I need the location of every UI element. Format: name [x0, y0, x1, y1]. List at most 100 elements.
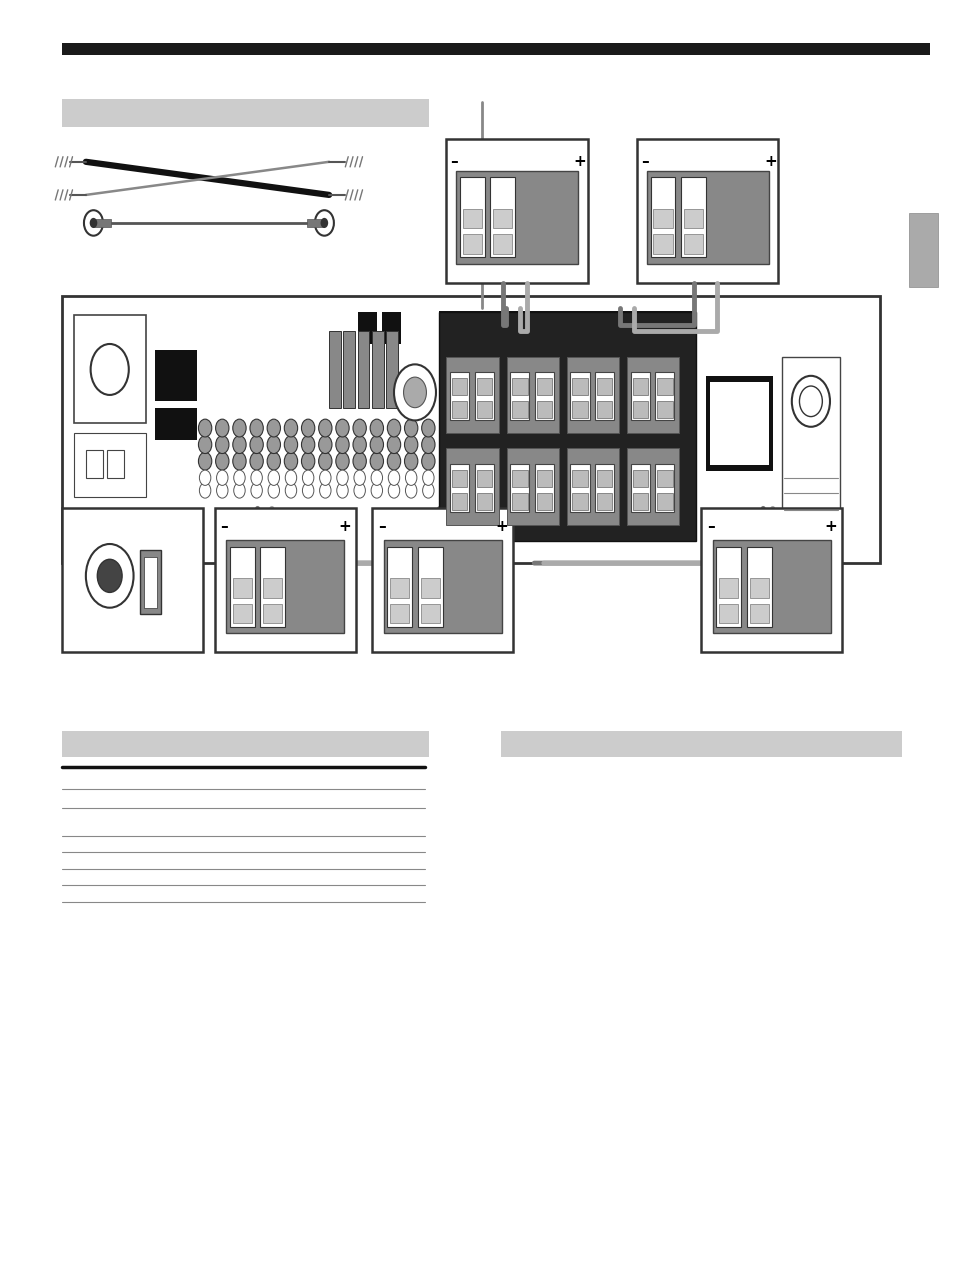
Circle shape [250, 419, 263, 437]
Circle shape [215, 452, 229, 470]
Bar [438, 312, 696, 541]
Circle shape [251, 470, 262, 485]
Circle shape [421, 452, 435, 470]
Bar [452, 493, 467, 510]
Circle shape [302, 470, 314, 485]
Bar [597, 378, 612, 395]
Text: +: + [763, 154, 777, 169]
Circle shape [421, 436, 435, 454]
Bar [657, 493, 672, 510]
Bar [510, 464, 529, 512]
Circle shape [90, 218, 97, 228]
Bar [476, 470, 492, 487]
Circle shape [267, 452, 280, 470]
Bar [230, 547, 254, 627]
Bar [506, 357, 558, 433]
Bar [459, 177, 484, 257]
Bar [62, 296, 879, 563]
Bar [450, 464, 469, 512]
Bar [572, 493, 587, 510]
Circle shape [371, 470, 382, 485]
Bar [653, 234, 672, 254]
Text: –: – [450, 154, 457, 169]
Text: –: – [220, 519, 228, 534]
Bar [144, 557, 157, 608]
Bar [746, 547, 771, 627]
Bar [357, 312, 376, 344]
Bar [417, 547, 442, 627]
Bar [597, 401, 612, 418]
Bar [154, 350, 197, 401]
Circle shape [284, 419, 297, 437]
Bar [749, 604, 768, 623]
Bar [452, 470, 467, 487]
Bar [74, 433, 146, 497]
Bar [214, 508, 355, 652]
Circle shape [199, 483, 211, 498]
Bar [226, 540, 344, 633]
Circle shape [216, 470, 228, 485]
Bar [597, 470, 612, 487]
Bar [456, 171, 578, 264]
Bar [512, 378, 527, 395]
Circle shape [314, 210, 334, 236]
Circle shape [319, 483, 331, 498]
Bar [637, 139, 778, 283]
Bar [62, 508, 203, 652]
Text: +: + [823, 519, 837, 534]
Circle shape [421, 419, 435, 437]
Circle shape [336, 483, 348, 498]
Circle shape [353, 419, 366, 437]
Bar [420, 604, 439, 623]
Circle shape [799, 386, 821, 417]
Circle shape [405, 483, 416, 498]
Circle shape [285, 470, 296, 485]
Circle shape [301, 419, 314, 437]
Bar [595, 372, 614, 420]
Bar [712, 540, 830, 633]
Bar [475, 372, 494, 420]
Circle shape [318, 452, 332, 470]
Bar [420, 578, 439, 598]
Bar [566, 448, 618, 525]
Bar [490, 177, 515, 257]
Circle shape [215, 436, 229, 454]
Circle shape [422, 470, 434, 485]
Bar [493, 234, 512, 254]
Bar [646, 171, 768, 264]
Circle shape [216, 483, 228, 498]
Circle shape [301, 436, 314, 454]
Bar [632, 378, 647, 395]
Bar [500, 731, 901, 757]
Bar [632, 470, 647, 487]
Circle shape [387, 419, 400, 437]
Bar [438, 311, 696, 334]
Bar [307, 219, 324, 227]
Bar [372, 331, 383, 408]
Circle shape [91, 344, 129, 395]
Bar [705, 376, 772, 471]
Bar [462, 234, 481, 254]
Bar [233, 578, 252, 598]
Text: +: + [573, 154, 586, 169]
Bar [372, 508, 513, 652]
Bar [512, 401, 527, 418]
Circle shape [84, 210, 103, 236]
Circle shape [268, 483, 279, 498]
Circle shape [354, 470, 365, 485]
Circle shape [388, 470, 399, 485]
Circle shape [370, 419, 383, 437]
Circle shape [233, 483, 245, 498]
Bar [630, 464, 649, 512]
Circle shape [370, 436, 383, 454]
Bar [537, 470, 552, 487]
Circle shape [353, 436, 366, 454]
Circle shape [404, 419, 417, 437]
Circle shape [250, 436, 263, 454]
Circle shape [387, 436, 400, 454]
Bar [446, 139, 587, 283]
Bar [450, 372, 469, 420]
Circle shape [199, 470, 211, 485]
Bar [476, 401, 492, 418]
Bar [537, 401, 552, 418]
